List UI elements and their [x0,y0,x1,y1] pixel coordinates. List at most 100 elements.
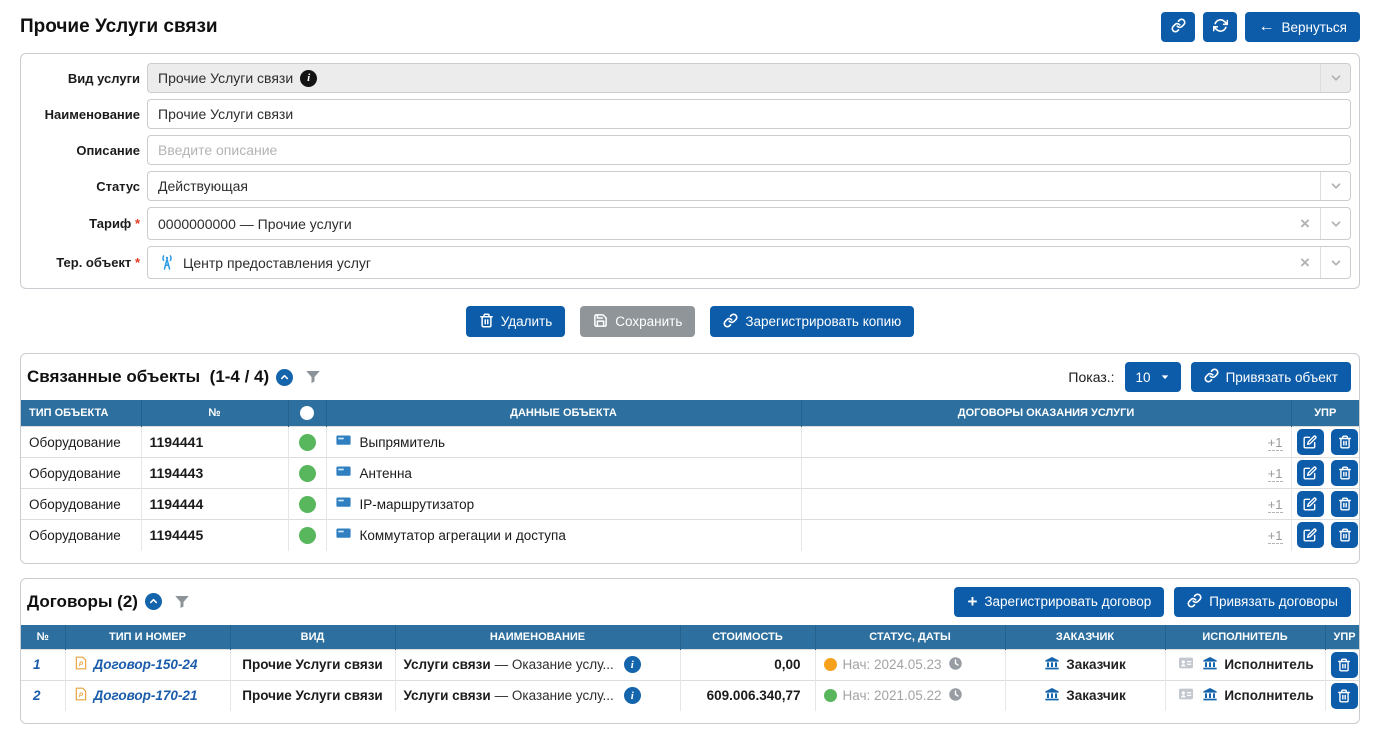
register-contract-label: Зарегистрировать договор [984,594,1151,609]
status-dot [824,689,837,702]
name-input[interactable] [148,100,1350,128]
filter-icon[interactable] [173,593,191,611]
more-contracts-link[interactable]: +1 [1268,435,1283,451]
object-name: Антенна [360,466,412,481]
tariff-label: Тариф * [29,216,147,231]
delete-row-button[interactable] [1331,429,1358,455]
delete-row-button[interactable] [1331,460,1358,486]
page-size-label: Показ.: [1068,369,1114,385]
edit-button[interactable] [1297,429,1324,455]
contract-link[interactable]: PДоговор-170-21 [74,686,198,705]
bind-contracts-label: Привязать договоры [1209,594,1338,609]
info-icon[interactable]: i [624,656,641,673]
bank-icon [1044,655,1060,674]
tariff-select[interactable]: 0000000000 — Прочие услуги × [147,207,1351,240]
refresh-icon [1213,18,1228,36]
contracts-title: Договоры (2) [27,592,138,612]
table-row: 1 PДоговор-150-24 Прочие Услуги связи Ус… [21,649,1359,680]
col-service-contracts: ДОГОВОРЫ ОКАЗАНИЯ УСЛУГИ [801,400,1291,427]
linked-objects-header: Связанные объекты (1-4 / 4) Показ.: 10 П… [21,354,1359,400]
topbar-actions: ← Вернуться [1161,12,1360,42]
table-row: 2 PДоговор-170-21 Прочие Услуги связи Ус… [21,680,1359,711]
status-dot [299,527,316,544]
col-cost: СТОИМОСТЬ [680,625,815,650]
collapse-section-icon[interactable] [145,593,162,610]
col-customer: ЗАКАЗЧИК [1005,625,1165,650]
more-contracts-link[interactable]: +1 [1268,497,1283,513]
contact-card-icon [1176,655,1196,674]
linked-objects-panel: Связанные объекты (1-4 / 4) Показ.: 10 П… [20,353,1360,564]
delete-row-button[interactable] [1331,522,1358,548]
clear-icon[interactable]: × [1290,254,1320,271]
tariff-value: 0000000000 — Прочие услуги [158,216,352,232]
chevron-down-icon[interactable] [1320,172,1350,200]
status-value: Действующая [158,178,248,194]
register-copy-button-label: Зарегистрировать копию [745,314,901,329]
save-icon [593,313,608,331]
col-kind: ВИД [230,625,395,650]
delete-row-button[interactable] [1331,652,1358,678]
object-name: Коммутатор агрегации и доступа [360,528,566,543]
table-row: Оборудование 1194444 IP-маршрутизатор +1 [21,489,1359,520]
object-name: Выпрямитель [360,435,446,450]
territory-select[interactable]: Центр предоставления услуг × [147,246,1351,279]
link-icon [1187,593,1202,611]
page-size-dropdown[interactable]: 10 [1125,362,1181,392]
caret-down-icon [1160,370,1170,385]
more-contracts-link[interactable]: +1 [1268,466,1283,482]
chevron-down-icon[interactable] [1320,208,1350,239]
clear-icon[interactable]: × [1290,215,1320,232]
more-contracts-link[interactable]: +1 [1268,528,1283,544]
linked-objects-title: Связанные объекты (1-4 / 4) [27,367,269,387]
bind-contracts-button[interactable]: Привязать договоры [1174,587,1351,617]
col-name: НАИМЕНОВАНИЕ [395,625,680,650]
edit-button[interactable] [1297,491,1324,517]
svg-text:P: P [78,692,83,699]
edit-button[interactable] [1297,522,1324,548]
table-row: Оборудование 1194445 Коммутатор агрегаци… [21,520,1359,551]
bind-object-button[interactable]: Привязать объект [1191,362,1351,392]
bank-icon [1202,686,1218,705]
delete-button[interactable]: Удалить [466,306,566,337]
table-header-row: ТИП ОБЪЕКТА № ДАННЫЕ ОБЪЕКТА ДОГОВОРЫ ОК… [21,400,1359,427]
delete-row-button[interactable] [1331,491,1358,517]
save-button[interactable]: Сохранить [580,306,695,337]
col-index: № [21,625,65,650]
topbar: Прочие Услуги связи ← Вернуться [20,0,1360,42]
col-manage: УПР [1291,400,1359,427]
name-label: Наименование [29,107,147,122]
link-icon [1204,368,1219,386]
edit-button[interactable] [1297,460,1324,486]
delete-row-button[interactable] [1331,683,1358,709]
page-size-value: 10 [1136,370,1151,385]
info-icon[interactable]: i [624,687,641,704]
delete-button-label: Удалить [501,314,553,329]
description-input[interactable] [148,136,1350,164]
info-icon[interactable]: i [300,70,317,87]
contract-link[interactable]: PДоговор-150-24 [74,655,198,674]
status-label: Статус [29,179,147,194]
collapse-section-icon[interactable] [276,369,293,386]
service-type-label: Вид услуги [29,71,147,86]
status-select[interactable]: Действующая [147,171,1351,201]
chevron-down-icon[interactable] [1320,247,1350,278]
filter-icon[interactable] [304,368,322,386]
status-column-icon [300,406,314,420]
contracts-panel: Договоры (2) + Зарегистрировать договор … [20,578,1360,725]
back-button[interactable]: ← Вернуться [1245,12,1360,42]
col-status-dates: СТАТУС, ДАТЫ [815,625,1005,650]
equipment-icon [335,525,352,545]
clock-icon [948,687,963,705]
refresh-button[interactable] [1203,12,1237,42]
status-dot [299,496,316,513]
document-icon: P [74,655,88,674]
col-status [288,400,326,427]
register-contract-button[interactable]: + Зарегистрировать договор [954,587,1164,617]
table-header-row: № ТИП И НОМЕР ВИД НАИМЕНОВАНИЕ СТОИМОСТЬ… [21,625,1359,650]
link-button[interactable] [1161,12,1195,42]
table-row: Оборудование 1194441 Выпрямитель +1 [21,427,1359,458]
plus-icon: + [967,593,977,610]
description-label: Описание [29,143,147,158]
register-copy-button[interactable]: Зарегистрировать копию [710,306,914,337]
bind-object-button-label: Привязать объект [1226,370,1338,385]
